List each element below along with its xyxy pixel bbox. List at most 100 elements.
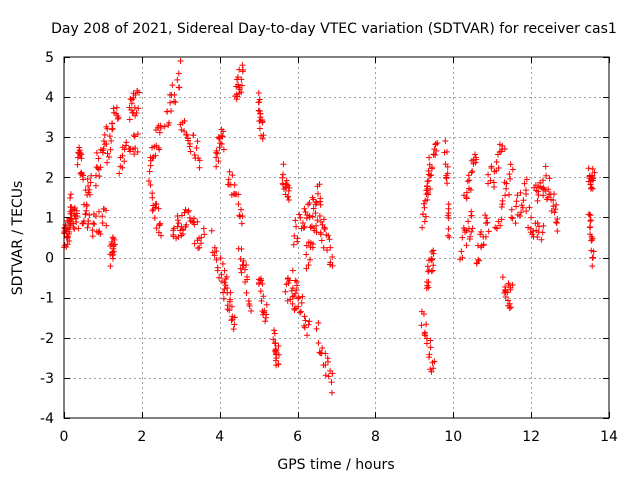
data-point <box>92 182 99 189</box>
data-point <box>92 213 99 220</box>
data-point <box>497 222 504 229</box>
data-point <box>74 213 81 220</box>
data-point <box>444 170 451 177</box>
data-point <box>421 218 428 225</box>
data-point <box>86 191 93 198</box>
data-point <box>87 179 94 186</box>
data-point <box>514 192 521 199</box>
x-axis-label: GPS time / hours <box>277 457 394 473</box>
data-point <box>484 219 491 226</box>
data-point <box>218 140 225 147</box>
data-point <box>550 190 557 197</box>
data-point <box>284 297 291 304</box>
data-point <box>425 279 432 286</box>
data-point <box>495 164 502 171</box>
data-point <box>534 220 541 227</box>
data-point <box>109 120 116 127</box>
data-point <box>216 144 223 151</box>
data-point <box>329 370 336 377</box>
data-point <box>218 271 225 278</box>
data-point <box>170 225 177 232</box>
data-point <box>230 326 237 333</box>
data-point <box>305 201 312 208</box>
data-point <box>429 256 436 263</box>
data-point <box>85 182 92 189</box>
data-point <box>183 131 190 138</box>
data-point <box>194 138 201 145</box>
data-point <box>97 164 104 171</box>
data-point <box>327 259 334 266</box>
data-point <box>441 149 448 156</box>
data-point <box>553 220 560 227</box>
data-point <box>84 176 91 183</box>
data-point <box>126 116 133 123</box>
data-point <box>423 187 430 194</box>
data-point <box>119 152 126 159</box>
data-point <box>468 212 475 219</box>
data-point <box>426 354 433 361</box>
data-point <box>428 268 435 275</box>
data-point <box>155 205 162 212</box>
data-point <box>329 253 336 260</box>
data-point <box>194 218 201 225</box>
data-point <box>163 108 170 115</box>
y-tick-label: 0 <box>45 251 54 267</box>
y-axis: -4 -3 -2 -1 0 1 2 3 4 5 <box>40 50 609 427</box>
data-point <box>259 119 266 126</box>
data-point <box>219 260 226 267</box>
data-point <box>313 199 320 206</box>
data-point <box>289 293 296 300</box>
data-point <box>482 233 489 240</box>
data-point <box>306 214 313 221</box>
data-point <box>257 288 264 295</box>
data-point <box>243 289 250 296</box>
data-point <box>590 248 597 255</box>
data-point <box>540 222 547 229</box>
data-point <box>191 221 198 228</box>
data-point <box>475 257 482 264</box>
data-point <box>100 137 107 144</box>
data-point <box>76 147 83 154</box>
data-point <box>324 355 331 362</box>
data-point <box>485 228 492 235</box>
data-point <box>99 213 106 220</box>
data-point <box>147 162 154 169</box>
data-point <box>107 146 114 153</box>
data-point <box>238 269 245 276</box>
data-point <box>197 240 204 247</box>
data-point <box>226 168 233 175</box>
data-point <box>191 240 198 247</box>
data-point <box>64 241 71 248</box>
data-point <box>175 220 182 227</box>
data-point <box>504 289 511 296</box>
data-point <box>498 216 505 223</box>
data-point <box>428 172 435 179</box>
x-tick-label: 4 <box>215 429 224 445</box>
data-point <box>292 217 299 224</box>
data-point <box>534 234 541 241</box>
data-point <box>322 225 329 232</box>
data-point <box>304 332 311 339</box>
data-point <box>135 105 142 112</box>
data-point <box>289 267 296 274</box>
data-point <box>95 155 102 162</box>
data-point <box>501 145 508 152</box>
data-point <box>73 219 80 226</box>
data-point <box>520 197 527 204</box>
data-point <box>196 157 203 164</box>
data-point <box>328 389 335 396</box>
data-point <box>238 76 245 83</box>
data-point <box>280 171 287 178</box>
data-point <box>519 204 526 211</box>
data-point <box>132 145 139 152</box>
data-point <box>325 232 332 239</box>
data-point <box>429 165 436 172</box>
data-point <box>231 314 238 321</box>
data-point <box>313 229 320 236</box>
data-point <box>298 299 305 306</box>
data-point <box>236 212 243 219</box>
data-point <box>167 99 174 106</box>
data-point <box>184 135 191 142</box>
data-point <box>509 215 516 222</box>
data-point <box>553 201 560 208</box>
